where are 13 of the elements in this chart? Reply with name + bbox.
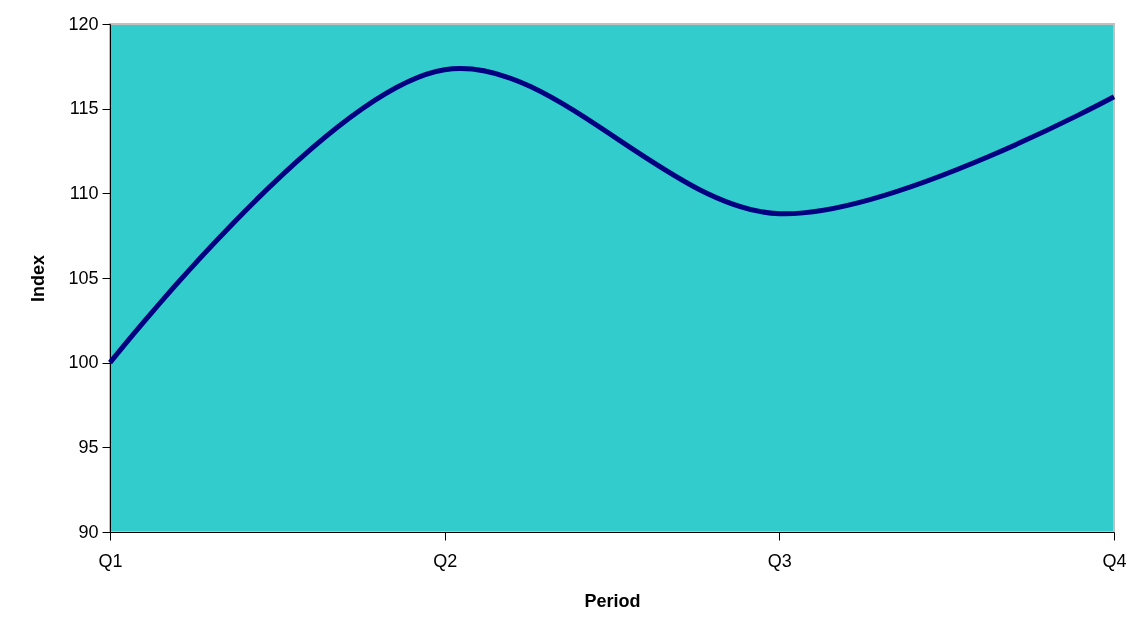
x-tick-label: Q3	[767, 550, 792, 571]
y-axis-title: Index	[28, 254, 49, 303]
y-tick-label: 115	[69, 98, 99, 119]
y-tick-label: 120	[68, 13, 99, 34]
x-tick-label: Q4	[1102, 550, 1127, 571]
x-tick-label: Q2	[433, 550, 458, 571]
y-tick-label: 105	[68, 267, 99, 288]
y-tick-label: 110	[69, 182, 99, 203]
x-axis-title: Period	[584, 590, 641, 611]
y-tick-label: 100	[68, 352, 99, 373]
y-tick-label: 95	[78, 436, 99, 457]
y-tick-label: 90	[78, 521, 99, 542]
x-tick-label: Q1	[98, 550, 123, 571]
